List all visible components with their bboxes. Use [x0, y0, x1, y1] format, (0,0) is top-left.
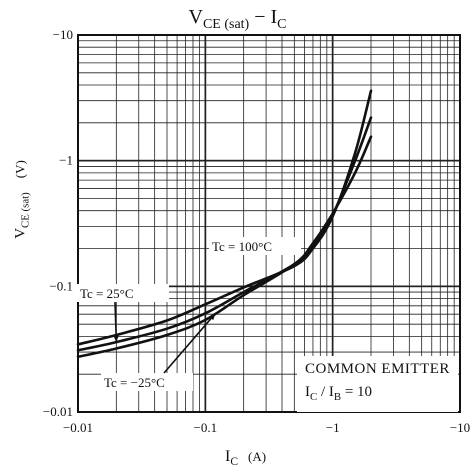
- y-axis-label: VCE (sat)(V): [12, 160, 32, 239]
- series-label-arrowhead: [209, 313, 216, 321]
- series-label-leader: [163, 312, 217, 374]
- chart-title: VCE (sat) − IC: [188, 6, 287, 32]
- series-label-arrowhead: [113, 335, 119, 343]
- series-label-background: [77, 284, 169, 302]
- plot-border: [77, 34, 461, 413]
- series-label-leader: [114, 301, 118, 343]
- ic-ib-ratio-label: IC / IB = 10: [305, 384, 373, 403]
- series-label: Tc = 100°C: [212, 239, 272, 254]
- chart-grid: [77, 34, 461, 413]
- x-tick-label: −10: [450, 420, 470, 435]
- y-tick-label: −1: [59, 153, 73, 168]
- common-emitter-label: COMMON EMITTER: [305, 361, 450, 377]
- plot-frame: [77, 34, 461, 413]
- test-conditions-box: COMMON EMITTER IC / IB = 10: [297, 356, 458, 412]
- x-axis-label: IC (A): [225, 448, 267, 469]
- x-tick-label: −0.01: [63, 420, 93, 435]
- x-tick-labels: −0.01 −0.1 −1 −10: [63, 420, 470, 435]
- y-tick-labels: −0.01 −0.1 −1 −10: [43, 27, 73, 419]
- y-tick-label: −10: [53, 27, 73, 42]
- series-label: Tc = 25°C: [80, 286, 134, 301]
- series-line-tc-25-c: [76, 135, 373, 359]
- series-label-background: [209, 237, 301, 255]
- y-tick-label: −0.01: [43, 404, 73, 419]
- x-tick-label: −0.1: [194, 420, 218, 435]
- y-tick-label: −0.1: [49, 278, 73, 293]
- series-lines: [76, 89, 373, 359]
- x-tick-label: −1: [326, 420, 340, 435]
- series-label: Tc = −25°C: [104, 375, 165, 390]
- series-labels: Tc = 100°C Tc = 25°C Tc = −25°C: [77, 237, 301, 391]
- series-label-background: [101, 373, 193, 391]
